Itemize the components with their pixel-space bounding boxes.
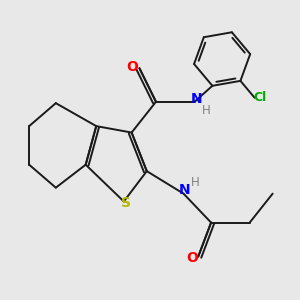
Text: N: N (179, 183, 191, 197)
Text: O: O (186, 251, 198, 266)
Text: H: H (191, 176, 200, 189)
Text: H: H (202, 103, 211, 116)
Text: Cl: Cl (254, 91, 267, 104)
Text: O: O (126, 60, 138, 74)
Text: N: N (190, 92, 202, 106)
Text: S: S (121, 196, 131, 210)
